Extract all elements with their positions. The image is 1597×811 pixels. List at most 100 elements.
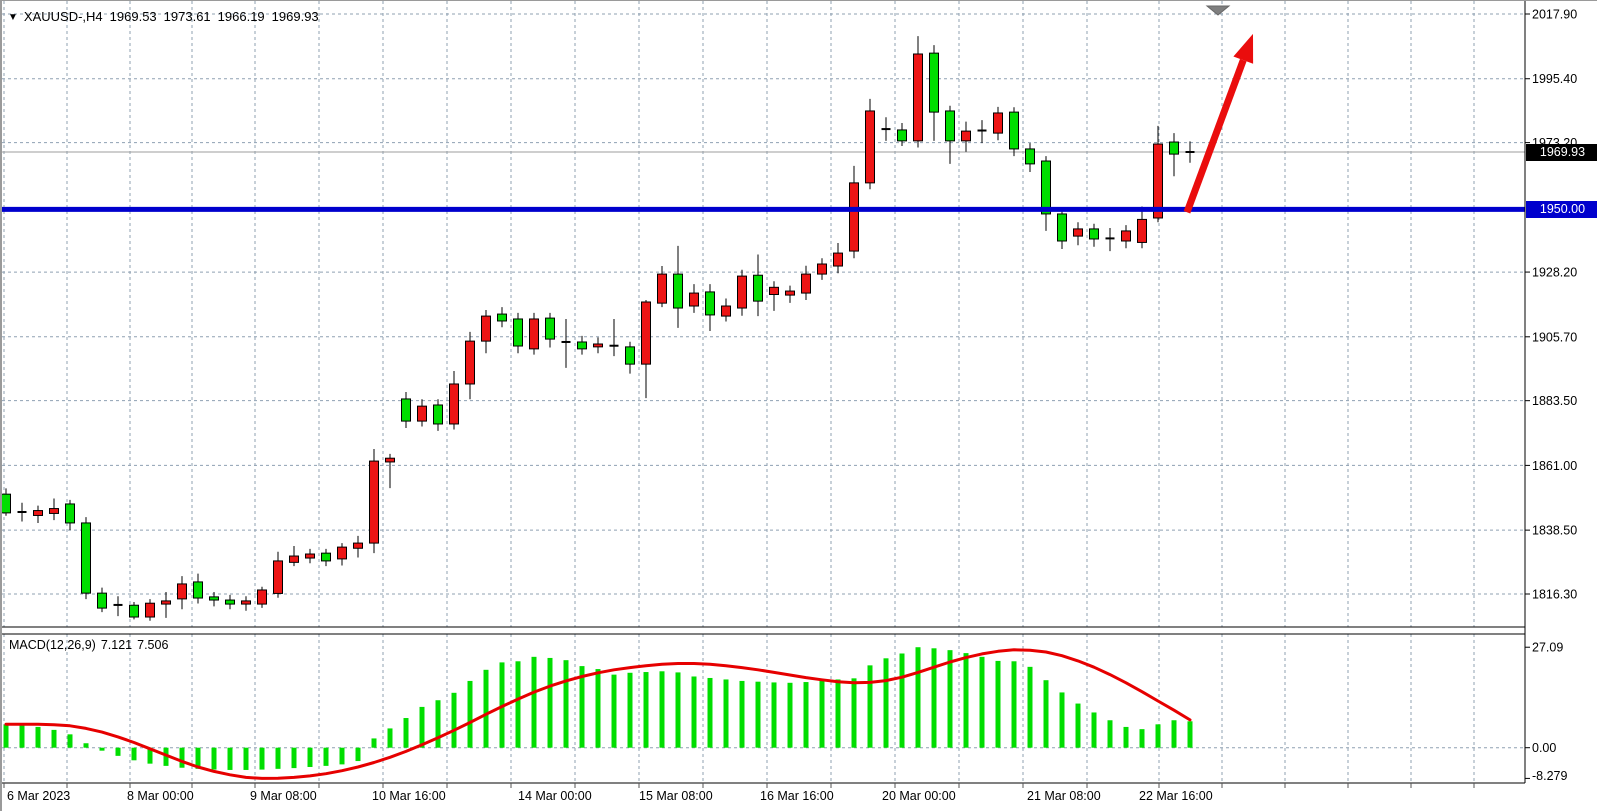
time-axis-label: 9 Mar 08:00 xyxy=(250,789,317,803)
hline-price-badge: 1950.00 xyxy=(1526,201,1597,218)
candle xyxy=(1041,156,1051,231)
chart-ohlc-header: ▼ XAUUSD-,H4 1969.53 1973.61 1966.19 1969.93 xyxy=(8,9,319,24)
panel-borders xyxy=(2,1,1526,784)
macd-histogram-bar xyxy=(51,729,57,748)
candle xyxy=(193,573,203,604)
candle xyxy=(1121,225,1131,249)
time-axis[interactable]: 6 Mar 2023 8 Mar 00:00 9 Mar 08:00 10 Mar 1… xyxy=(3,783,1475,803)
high-value: 1973.61 xyxy=(163,9,211,24)
time-axis-label: 14 Mar 00:00 xyxy=(518,789,592,803)
price-axis-label: 1838.50 xyxy=(1532,524,1577,538)
price-axis[interactable]: 2017.901995.401973.201928.201905.701883.… xyxy=(1525,8,1577,784)
candle xyxy=(305,548,315,564)
macd-histogram-bar xyxy=(419,706,425,748)
symbol-dropdown-icon[interactable]: ▼ xyxy=(8,12,18,23)
candle xyxy=(769,281,779,311)
candle xyxy=(257,586,267,608)
candle xyxy=(1073,222,1083,246)
open-value: 1969.53 xyxy=(109,9,157,24)
symbol-period-label: XAUUSD-,H4 xyxy=(23,9,103,24)
macd-histogram-bar xyxy=(835,679,841,748)
macd-histogram-bar xyxy=(1059,692,1065,748)
candle xyxy=(849,165,859,259)
candle xyxy=(609,318,619,357)
macd-histogram-bar xyxy=(883,658,889,748)
candle xyxy=(481,310,491,354)
macd-histogram-bar xyxy=(83,743,89,748)
candle xyxy=(2,488,11,516)
candle xyxy=(17,502,27,522)
macd-histogram-bar xyxy=(739,680,745,748)
macd-histogram-bar xyxy=(1075,703,1081,748)
candle xyxy=(1169,133,1179,177)
price-axis-label: 1905.70 xyxy=(1532,330,1577,344)
macd-histogram-bar xyxy=(931,648,937,748)
candle xyxy=(497,307,507,328)
time-axis-label: 6 Mar 2023 xyxy=(7,789,70,803)
candle xyxy=(1153,125,1163,223)
price-axis-label: 1995.40 xyxy=(1532,72,1577,86)
macd-histogram-bar xyxy=(1187,721,1193,748)
candle xyxy=(753,254,763,317)
macd-histogram-bar xyxy=(899,653,905,748)
candle xyxy=(417,399,427,427)
macd-histogram-bar xyxy=(979,656,985,748)
macd-histogram-bar xyxy=(515,661,521,748)
macd-histogram-bar xyxy=(675,672,681,748)
macd-histogram-bar xyxy=(595,669,601,748)
candle xyxy=(1089,223,1099,247)
candle xyxy=(737,269,747,316)
candle xyxy=(1009,107,1019,157)
candle xyxy=(993,106,1003,141)
macd-histogram-bar xyxy=(755,681,761,748)
macd-histogram-bar xyxy=(947,650,953,748)
close-value: 1969.93 xyxy=(271,9,319,24)
macd-histogram-bar xyxy=(227,747,233,770)
macd-histogram-bar xyxy=(371,738,377,748)
candle xyxy=(529,312,539,355)
macd-histogram-bar xyxy=(691,676,697,748)
macd-histogram-bar xyxy=(243,747,249,770)
candle xyxy=(385,453,395,489)
time-axis-label: 20 Mar 00:00 xyxy=(882,789,956,803)
macd-histogram-bar xyxy=(115,747,121,756)
candle xyxy=(545,312,555,348)
macd-histogram-bar xyxy=(963,653,969,748)
macd-histogram-bar xyxy=(611,674,617,748)
macd-histogram-bar xyxy=(1091,712,1097,748)
macd-indicator-label: MACD(12,26,9) 7.121 7.506 xyxy=(9,638,173,652)
macd-histogram-bar xyxy=(35,726,41,748)
macd-histogram-bar xyxy=(67,734,73,748)
price-axis-label: 2017.90 xyxy=(1532,8,1577,22)
macd-histogram-bar xyxy=(355,747,361,762)
macd-histogram-bar xyxy=(867,665,873,748)
candle xyxy=(881,117,891,141)
candle xyxy=(673,245,683,328)
candle xyxy=(401,392,411,429)
price-axis-label: 1861.00 xyxy=(1532,459,1577,473)
macd-histogram-bar xyxy=(707,677,713,748)
candle xyxy=(945,105,955,164)
macd-histogram-bar xyxy=(1123,726,1129,748)
up-arrow[interactable] xyxy=(1183,33,1254,214)
candle xyxy=(33,505,43,523)
macd-histogram-bar xyxy=(1027,666,1033,748)
macd-histogram-bar xyxy=(803,682,809,748)
macd-histogram-bar xyxy=(291,747,297,769)
candle xyxy=(1185,141,1195,163)
candle xyxy=(97,587,107,613)
time-axis-label: 15 Mar 08:00 xyxy=(639,789,713,803)
candle xyxy=(561,318,571,368)
candle xyxy=(577,335,587,355)
time-axis-label: 16 Mar 16:00 xyxy=(760,789,834,803)
top-triangle-marker-icon[interactable] xyxy=(1205,5,1231,16)
candle xyxy=(209,591,219,607)
candle xyxy=(113,596,123,617)
macd-histogram-bar xyxy=(3,724,9,748)
candle xyxy=(833,243,843,274)
price-axis-label: 1928.20 xyxy=(1532,266,1577,280)
macd-histogram-bar xyxy=(547,657,553,748)
macd-histogram-bar xyxy=(771,682,777,748)
